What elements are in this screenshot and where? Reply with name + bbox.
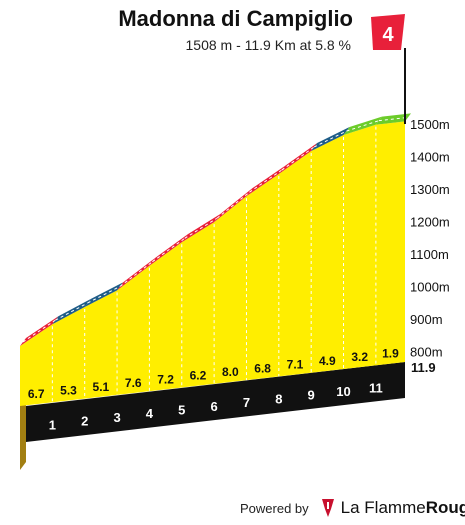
gradient-band-stripe-1 <box>22 319 56 343</box>
km-mark-5: 5 <box>178 403 185 418</box>
gradient-band-stripe-9 <box>281 146 315 171</box>
gradient-label-12: 1.9 <box>382 347 399 361</box>
brand-name-first: La Flamme <box>340 498 426 517</box>
brand-name-second: Rouge <box>425 498 465 517</box>
y-tick-label-800: 800m <box>410 345 443 360</box>
y-tick-label-1200: 1200m <box>410 215 450 230</box>
gradient-band-stripe-7 <box>216 191 250 219</box>
km-mark-8: 8 <box>275 391 282 406</box>
gradient-label-8: 6.8 <box>254 361 271 375</box>
profile-base-band <box>26 362 405 442</box>
profile-fill-area <box>20 121 405 407</box>
y-tick-label-1000: 1000m <box>410 280 450 295</box>
gradient-label-4: 7.6 <box>125 376 142 390</box>
y-tick-label-1100: 1100m <box>410 247 449 262</box>
powered-by-label: Powered by <box>240 500 309 516</box>
gradient-label-9: 7.1 <box>287 358 304 372</box>
y-tick-label-900: 900m <box>410 312 443 327</box>
km-mark-6: 6 <box>211 399 218 414</box>
end-distance-label: 11.9 <box>411 360 436 375</box>
gradient-band-stripe-6 <box>184 217 218 239</box>
gradient-band-stripe-10 <box>313 130 347 148</box>
y-tick-label-1400: 1400m <box>410 150 450 165</box>
y-tick-label-1500: 1500m <box>410 117 450 132</box>
gradient-band-stripe-4 <box>119 261 153 287</box>
gradient-label-10: 4.9 <box>319 354 336 368</box>
footer-credit: Powered by La FlammeRouge <box>240 497 465 519</box>
km-mark-10: 10 <box>336 384 350 399</box>
brand-name: La FlammeRouge <box>341 498 465 518</box>
gradient-band-stripe-3 <box>87 285 121 304</box>
y-tick-label-1300: 1300m <box>410 182 450 197</box>
gradient-band-11 <box>343 116 382 136</box>
gradient-band-stripe-12 <box>378 116 409 122</box>
gradient-label-6: 6.2 <box>190 369 207 383</box>
gradient-band-stripe-8 <box>249 169 283 193</box>
gradient-label-5: 7.2 <box>157 372 174 386</box>
gradient-label-3: 5.1 <box>93 380 110 394</box>
km-mark-9: 9 <box>308 388 315 403</box>
km-mark-4: 4 <box>146 406 154 421</box>
gradient-label-11: 3.2 <box>351 350 368 364</box>
km-mark-1: 1 <box>49 417 56 432</box>
km-mark-11: 11 <box>369 380 383 395</box>
gradient-band-stripe-5 <box>152 237 186 263</box>
category-flag-label: 4 <box>382 24 394 46</box>
climb-summary: 1508 m - 11.9 Km at 5.8 % <box>185 37 352 53</box>
gradient-label-1: 6.7 <box>28 387 45 401</box>
gradient-label-7: 8.0 <box>222 365 239 379</box>
km-mark-7: 7 <box>243 395 250 410</box>
flamme-rouge-logo-icon <box>321 499 334 517</box>
km-mark-2: 2 <box>81 414 88 429</box>
km-mark-3: 3 <box>113 410 120 425</box>
category-flag <box>371 14 405 50</box>
gradient-label-2: 5.3 <box>60 383 77 397</box>
gradient-band-stripe-2 <box>55 302 88 321</box>
climb-title: Madonna di Campiglio <box>118 6 353 31</box>
